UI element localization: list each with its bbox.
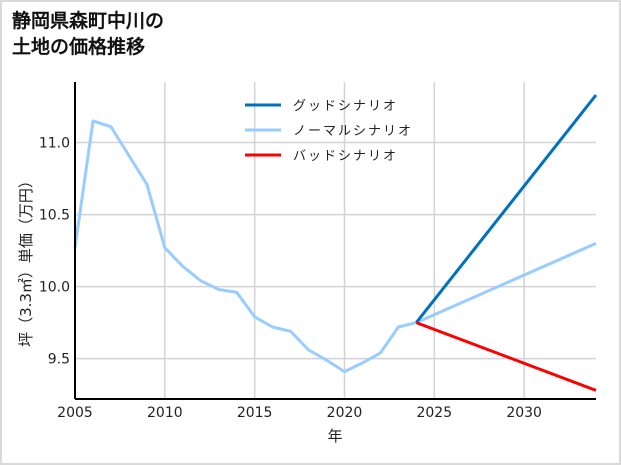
chart-title-line-1: 静岡県森町中川の bbox=[12, 10, 165, 32]
x-tick-label: 2030 bbox=[506, 405, 542, 421]
chart-title-line-2: 土地の価格推移 bbox=[12, 36, 146, 58]
x-tick-label: 2005 bbox=[57, 405, 93, 421]
x-tick-label: 2015 bbox=[237, 405, 273, 421]
series-line bbox=[415, 94, 598, 324]
x-axis-label: 年 bbox=[327, 427, 342, 445]
x-tick-label: 2025 bbox=[416, 405, 452, 421]
x-tick-label: 2010 bbox=[147, 405, 183, 421]
legend-label: ノーマルシナリオ bbox=[293, 124, 413, 139]
axes bbox=[74, 82, 596, 400]
y-tick-label: 10.0 bbox=[39, 280, 70, 296]
chart-title: 静岡県森町中川の 土地の価格推移 bbox=[12, 8, 164, 60]
y-tick-label: 10.5 bbox=[39, 208, 70, 224]
series-line bbox=[73, 119, 597, 374]
x-tick-label: 2020 bbox=[327, 405, 363, 421]
y-tick-label: 11.0 bbox=[39, 136, 70, 152]
legend-label: グッドシナリオ bbox=[293, 99, 398, 114]
legend-label: バッドシナリオ bbox=[293, 149, 398, 164]
y-tick-label: 9.5 bbox=[48, 352, 70, 368]
tick-labels: 2005 2010 2015 2020 2025 2030 9.5 10.0 10.5 11.0 bbox=[39, 136, 542, 421]
y-axis-label: 坪（3.3㎡）単価（万円） bbox=[17, 173, 35, 347]
series-line bbox=[415, 321, 597, 392]
data-lines bbox=[73, 94, 598, 392]
